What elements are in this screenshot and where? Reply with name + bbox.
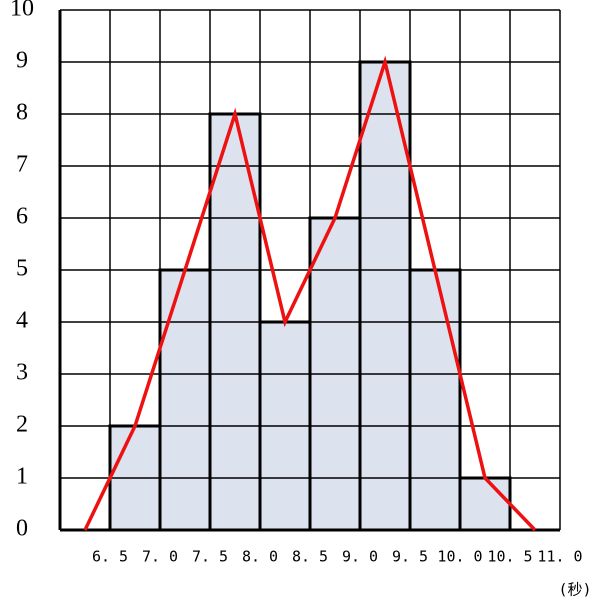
y-tick-label: 3 bbox=[16, 360, 28, 386]
y-tick-label: 7 bbox=[16, 152, 28, 178]
bar bbox=[460, 478, 510, 530]
y-tick-label: 6 bbox=[16, 204, 28, 230]
bar bbox=[160, 270, 210, 530]
y-tick-label: 4 bbox=[16, 308, 28, 334]
y-tick-label: 10 bbox=[10, 0, 34, 22]
y-tick-label: 5 bbox=[16, 256, 28, 282]
bar bbox=[360, 62, 410, 530]
y-tick-label: 1 bbox=[16, 464, 28, 490]
bar bbox=[410, 270, 460, 530]
x-tick-label: 7. 0 bbox=[142, 548, 178, 566]
x-tick-label: 6. 5 bbox=[92, 548, 128, 566]
y-tick-label: 9 bbox=[16, 48, 28, 74]
x-tick-label: 9. 0 bbox=[342, 548, 378, 566]
x-tick-label: 8. 0 bbox=[242, 548, 278, 566]
y-tick-label: 8 bbox=[16, 100, 28, 126]
x-tick-label: 10. 5 bbox=[487, 548, 532, 566]
x-tick-label: 7. 5 bbox=[192, 548, 228, 566]
x-unit: (秒) bbox=[558, 581, 591, 599]
y-tick-label: 2 bbox=[16, 412, 28, 438]
x-tick-label: 8. 5 bbox=[292, 548, 328, 566]
y-tick-label: 0 bbox=[16, 516, 28, 542]
frequency-polygon bbox=[83, 55, 537, 532]
x-tick-label: 9. 5 bbox=[392, 548, 428, 566]
x-tick-label: 10. 0 bbox=[437, 548, 482, 566]
x-tick-label: 11. 0 bbox=[537, 548, 582, 566]
